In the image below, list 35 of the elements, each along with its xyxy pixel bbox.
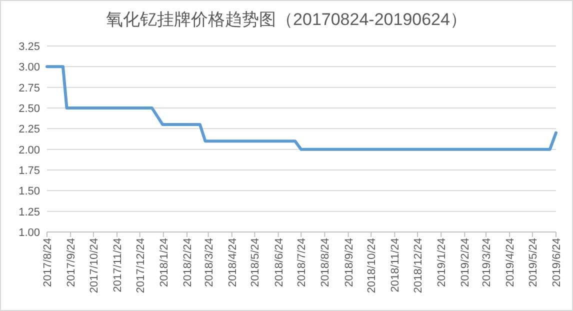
y-tick-label: 2.00 bbox=[18, 144, 40, 156]
x-tick-label: 2017/12/24 bbox=[134, 238, 147, 294]
chart-title: 氧化钇挂牌价格趋势图（20170824-20190624） bbox=[106, 10, 467, 29]
x-tick-label: 2017/9/24 bbox=[66, 238, 78, 287]
x-tick-label: 2018/9/24 bbox=[343, 238, 356, 287]
x-tick-label: 2019/2/24 bbox=[460, 238, 472, 287]
y-tick-label: 2.75 bbox=[18, 82, 40, 94]
x-tick-label: 2019/1/24 bbox=[436, 238, 448, 287]
x-tick-label: 2018/8/24 bbox=[320, 238, 332, 287]
x-tick-label: 2018/7/24 bbox=[296, 238, 308, 287]
x-tick-label: 2018/11/24 bbox=[390, 238, 402, 292]
y-tick-label: 1.00 bbox=[18, 227, 40, 239]
x-tick-label: 2018/6/24 bbox=[273, 238, 286, 287]
x-tick-label: 2018/3/24 bbox=[203, 238, 216, 287]
x-tick-label: 2018/4/24 bbox=[226, 238, 239, 287]
y-tick-label: 3.25 bbox=[18, 41, 40, 53]
x-tick-label: 2017/11/24 bbox=[112, 238, 124, 292]
x-tick-label: 2018/1/24 bbox=[158, 238, 170, 287]
x-tick-label: 2019/3/24 bbox=[481, 238, 494, 287]
x-tick-label: 2017/10/24 bbox=[88, 238, 100, 294]
line-series bbox=[46, 65, 558, 151]
x-tick-label: 2017/8/24 bbox=[42, 238, 54, 287]
y-tick-label: 2.25 bbox=[18, 124, 40, 136]
y-tick-label: 2.50 bbox=[18, 103, 40, 115]
y-tick-label: 3.00 bbox=[18, 62, 40, 74]
y-tick-label: 1.50 bbox=[18, 186, 40, 198]
y-tick-label: 1.25 bbox=[18, 206, 40, 218]
y-tick-label: 1.75 bbox=[18, 165, 40, 177]
x-tick-label: 2019/4/24 bbox=[504, 238, 517, 287]
x-tick-label: 2018/12/24 bbox=[412, 238, 425, 294]
x-tick-label: 2018/2/24 bbox=[182, 238, 194, 287]
x-tick-label: 2019/5/24 bbox=[527, 238, 540, 287]
x-tick-label: 2018/10/24 bbox=[366, 238, 378, 294]
x-tick-label: 2019/6/24 bbox=[551, 238, 563, 287]
x-tick-label: 2018/5/24 bbox=[250, 238, 262, 287]
